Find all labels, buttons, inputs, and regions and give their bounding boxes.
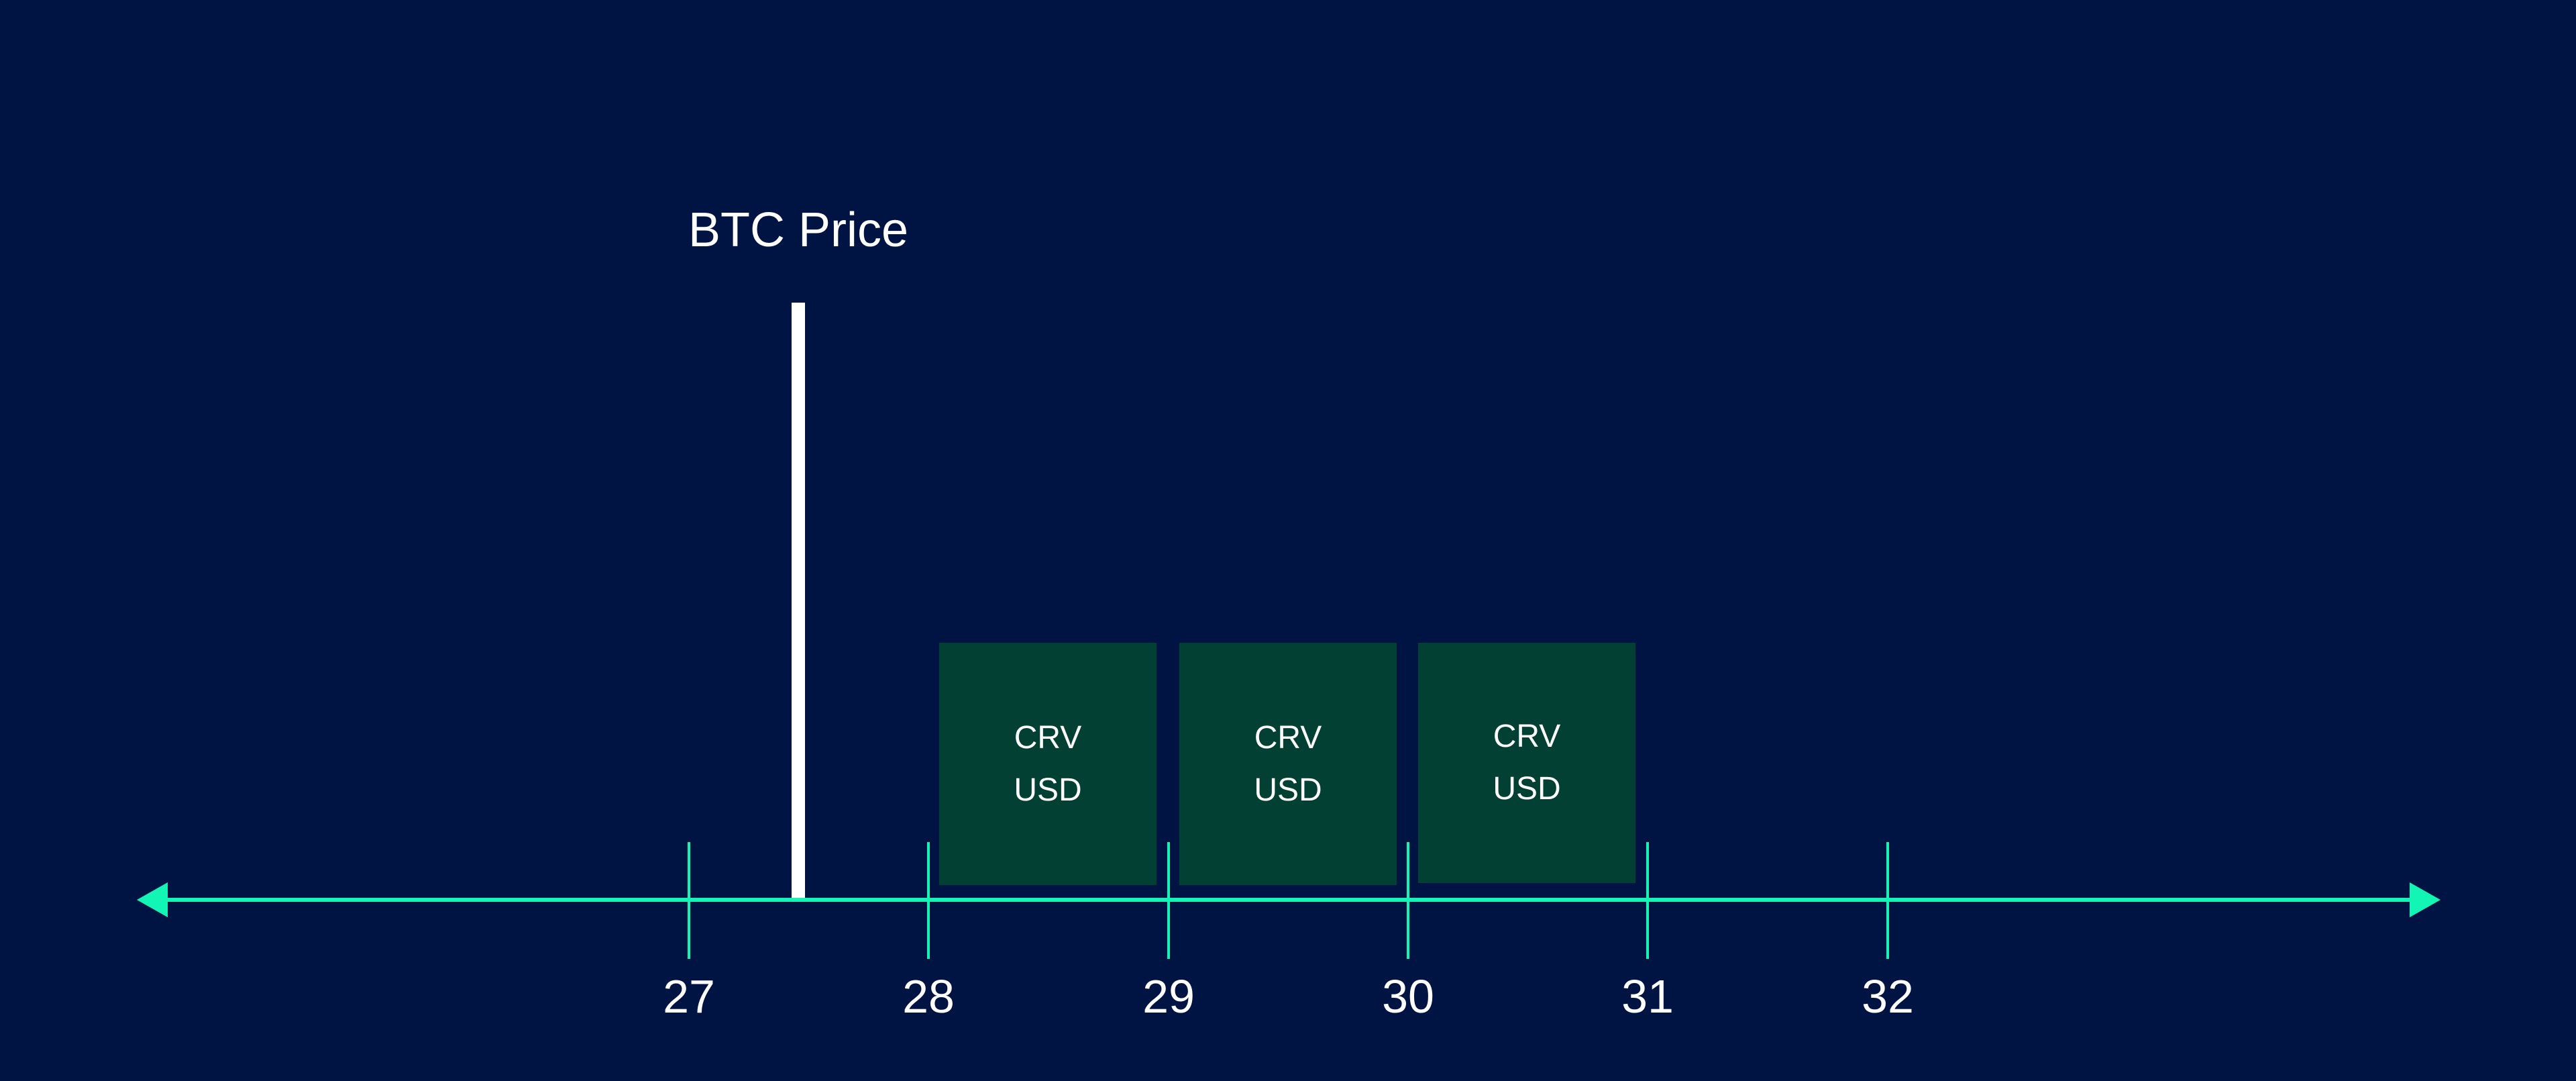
crvusd-band-2: CRV USD (1179, 643, 1397, 885)
arrow-right-icon (2410, 882, 2440, 917)
btc-price-label: BTC Price (688, 203, 909, 257)
axis-tick (1646, 842, 1649, 959)
axis-tick-label: 29 (1142, 970, 1195, 1023)
band-token-label: CRV (1014, 719, 1082, 756)
axis-tick-label: 27 (663, 970, 715, 1023)
band-currency-label: USD (1254, 772, 1322, 808)
band-token-label: CRV (1493, 719, 1561, 754)
band-token-label: CRV (1254, 719, 1322, 756)
axis-tick (688, 842, 690, 959)
crvusd-band-1: CRV USD (939, 643, 1157, 885)
axis-tick-label: 28 (902, 970, 955, 1023)
price-axis-line (161, 898, 2415, 902)
axis-tick-label: 30 (1382, 970, 1434, 1023)
band-currency-label: USD (1014, 772, 1082, 808)
btc-price-marker (792, 303, 805, 900)
axis-tick-label: 31 (1621, 970, 1674, 1023)
axis-tick-label: 32 (1862, 970, 1914, 1023)
axis-tick (1886, 842, 1889, 959)
axis-tick (1167, 842, 1170, 959)
axis-tick (1407, 842, 1409, 959)
axis-tick (927, 842, 930, 959)
arrow-left-icon (137, 882, 168, 917)
crvusd-band-3: CRV USD (1418, 643, 1635, 883)
band-currency-label: USD (1493, 771, 1561, 807)
